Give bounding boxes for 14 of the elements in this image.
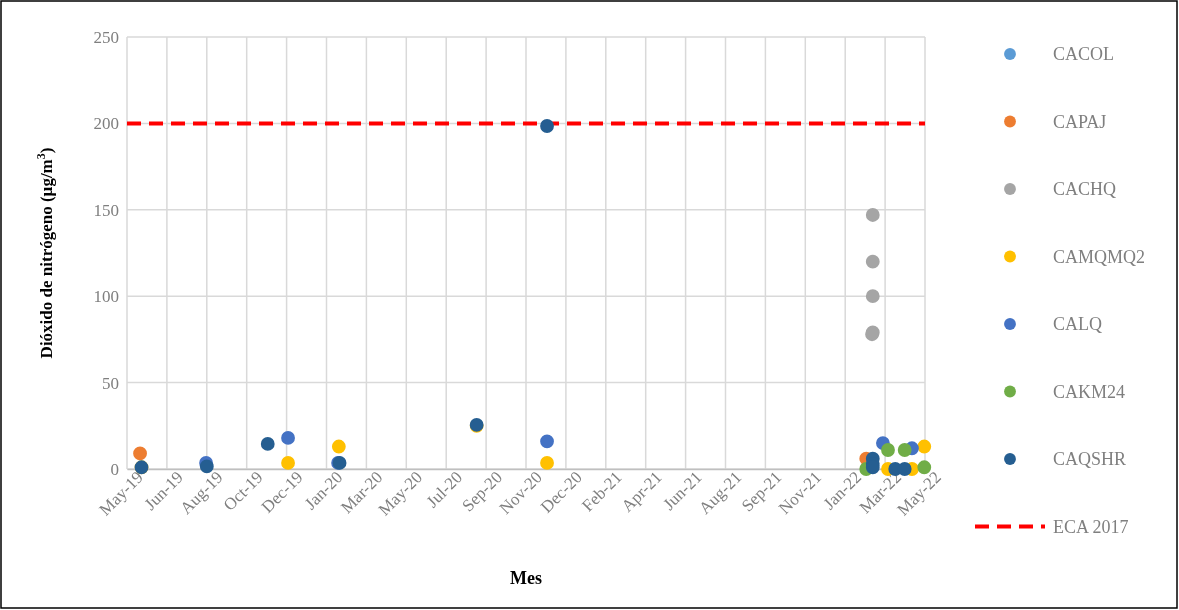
y-tick-label: 50 bbox=[102, 373, 119, 393]
legend-label: CAMQMQ2 bbox=[1053, 246, 1146, 267]
legend-label: ECA 2017 bbox=[1053, 516, 1129, 537]
legend-label: CAKM24 bbox=[1053, 381, 1126, 402]
legend-label: CACHQ bbox=[1053, 179, 1117, 200]
legend-label: CAPAJ bbox=[1053, 111, 1107, 132]
legend-label: CALQ bbox=[1053, 314, 1102, 335]
legend-label: CAQSHR bbox=[1053, 449, 1127, 470]
y-tick-label: 100 bbox=[93, 287, 119, 307]
x-axis-title: Mes bbox=[510, 568, 542, 588]
y-tick-label: 200 bbox=[93, 114, 119, 134]
legend-label: CACOL bbox=[1053, 44, 1115, 65]
y-tick-label: 150 bbox=[93, 200, 119, 220]
y-tick-label: 250 bbox=[93, 27, 119, 47]
